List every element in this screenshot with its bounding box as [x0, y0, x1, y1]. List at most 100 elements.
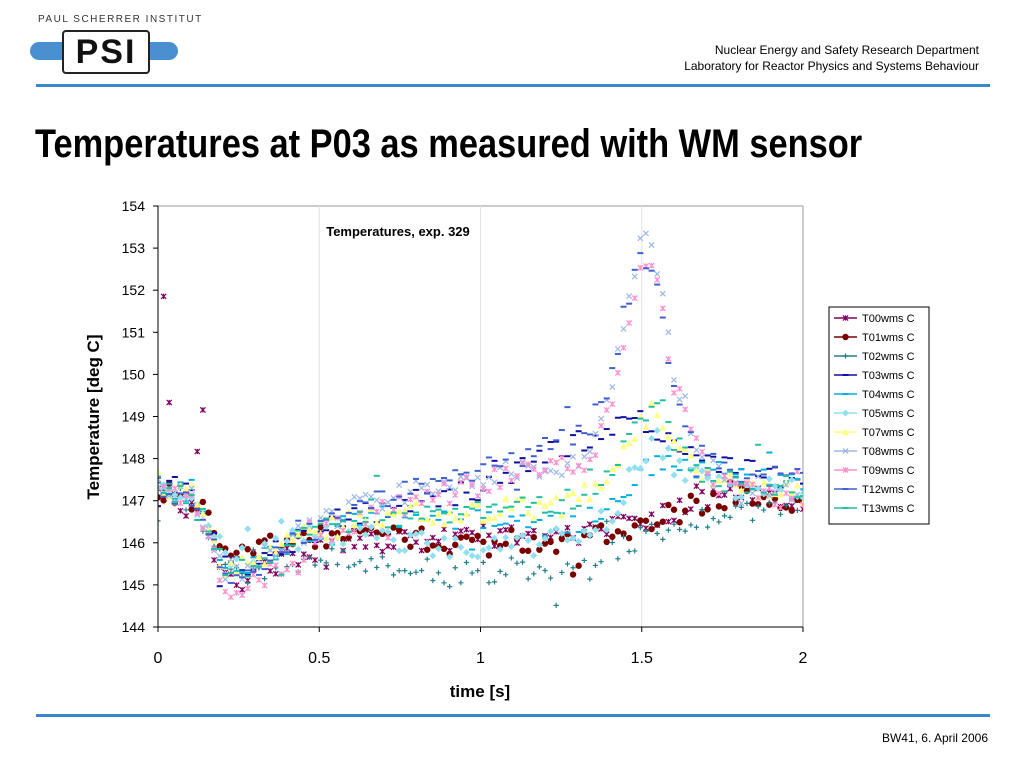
- series-1-point-178: [653, 521, 661, 528]
- series-5-point-188: [681, 477, 689, 485]
- series-5-point-120: [491, 534, 499, 542]
- series-5-point-84: [390, 536, 398, 544]
- series-8-point-144: [558, 454, 565, 461]
- series-5-point-150: [575, 537, 583, 545]
- series-1-point-98: [429, 542, 437, 549]
- series-6-point-38: [261, 560, 269, 567]
- series-7-point-12: [188, 485, 195, 492]
- series-8-point-48: [289, 560, 296, 567]
- series-8-point-80: [379, 498, 386, 505]
- series-2-point-24: [222, 561, 228, 567]
- series-0-point-4: [166, 399, 173, 406]
- series-6-point-156: [591, 480, 599, 487]
- series-1-point-36: [255, 538, 263, 545]
- series-1-point-130: [519, 547, 526, 554]
- series-2-point-108: [458, 580, 464, 586]
- series-1-point-152: [581, 531, 588, 539]
- series-8-point-206: [732, 480, 739, 487]
- series-0-point-168: [626, 515, 633, 522]
- series-2-point-118: [486, 580, 492, 586]
- series-1-point-40: [266, 532, 274, 539]
- series-8-point-130: [519, 460, 526, 467]
- series-0-point-176: [648, 511, 655, 518]
- series-5-point-114: [474, 553, 482, 561]
- series-5-point-74: [362, 531, 370, 539]
- series-1-point-176: [648, 525, 655, 533]
- series-7-point-144: [558, 472, 565, 479]
- series-5-point-178: [653, 426, 661, 434]
- series-7-point-86: [396, 482, 403, 489]
- series-6-point-176: [648, 399, 656, 407]
- series-0-point-70: [351, 543, 358, 550]
- series-0-point-92: [412, 539, 420, 546]
- series-2-point-132: [525, 576, 531, 582]
- series-8-point-92: [412, 493, 420, 501]
- series-2-point-86: [396, 568, 402, 574]
- legend-marker-0: [842, 314, 849, 322]
- series-1-point-28: [233, 549, 240, 556]
- series-5-point-132: [524, 536, 532, 544]
- series-8-point-136: [536, 471, 543, 478]
- series-2-point-56: [312, 562, 318, 568]
- series-6-point-222: [777, 490, 785, 498]
- series-0-point-132: [525, 530, 532, 537]
- series-0-point-186: [676, 497, 683, 504]
- series-8-point-118: [485, 488, 492, 495]
- series-8-point-170: [631, 295, 638, 302]
- series-8-point-102: [441, 480, 448, 487]
- series-1-point-24: [222, 545, 229, 552]
- series-6-point-180: [659, 423, 667, 431]
- series-7-point-230: [799, 488, 803, 495]
- series-6-point-16: [199, 510, 207, 517]
- series-8-point-38: [261, 582, 268, 589]
- legend-label-3: T03wms C: [862, 370, 915, 382]
- series-6-point-48: [289, 536, 297, 544]
- series-2-point-98: [430, 577, 436, 584]
- series-5-point-110: [462, 549, 470, 557]
- series-5-point-154: [586, 531, 594, 539]
- series-7-point-78: [373, 497, 380, 504]
- series-7-point-104: [446, 484, 453, 491]
- series-7-point-174: [642, 230, 649, 237]
- series-8-point-168: [626, 320, 633, 327]
- series-6-point-154: [586, 495, 594, 503]
- series-6-point-204: [726, 470, 734, 478]
- series-6-point-26: [227, 559, 235, 566]
- series-2-point-184: [671, 521, 677, 527]
- series-8-point-56: [312, 539, 319, 546]
- series-1-point-2: [160, 497, 167, 504]
- series-0-point-98: [429, 534, 436, 541]
- series-1-point-16: [199, 498, 207, 506]
- series-1-point-158: [597, 522, 605, 529]
- series-1-point-102: [440, 545, 448, 553]
- series-5-point-122: [496, 545, 504, 553]
- series-6-point-80: [378, 521, 386, 528]
- series-0-point-10: [183, 512, 190, 519]
- series-8-point-122: [497, 484, 504, 491]
- series-5-point-136: [535, 541, 543, 549]
- series-7-point-28: [233, 563, 240, 570]
- series-6-point-114: [474, 501, 482, 508]
- series-5-point-104: [446, 553, 454, 561]
- series-8-point-124: [502, 465, 509, 472]
- series-7-point-50: [295, 522, 302, 529]
- series-8-point-166: [620, 344, 627, 351]
- series-2-point-126: [508, 555, 514, 561]
- series-5-point-226: [788, 476, 796, 484]
- series-8-point-182: [665, 355, 672, 363]
- series-6-point-184: [670, 437, 678, 444]
- series-2-point-216: [761, 507, 767, 513]
- series-2-point-94: [419, 567, 425, 574]
- series-8-point-162: [609, 401, 616, 408]
- series-1-point-190: [687, 492, 695, 500]
- series-7-point-192: [693, 447, 700, 454]
- series-6-point-44: [277, 540, 285, 547]
- series-7-point-178: [654, 270, 661, 277]
- series-6-point-146: [563, 491, 571, 498]
- series-0-point-102: [441, 526, 448, 533]
- series-2-point-148: [570, 565, 576, 571]
- series-7-point-164: [614, 345, 621, 352]
- y-tick-label-2: 146: [122, 535, 146, 551]
- series-5-point-94: [418, 529, 426, 537]
